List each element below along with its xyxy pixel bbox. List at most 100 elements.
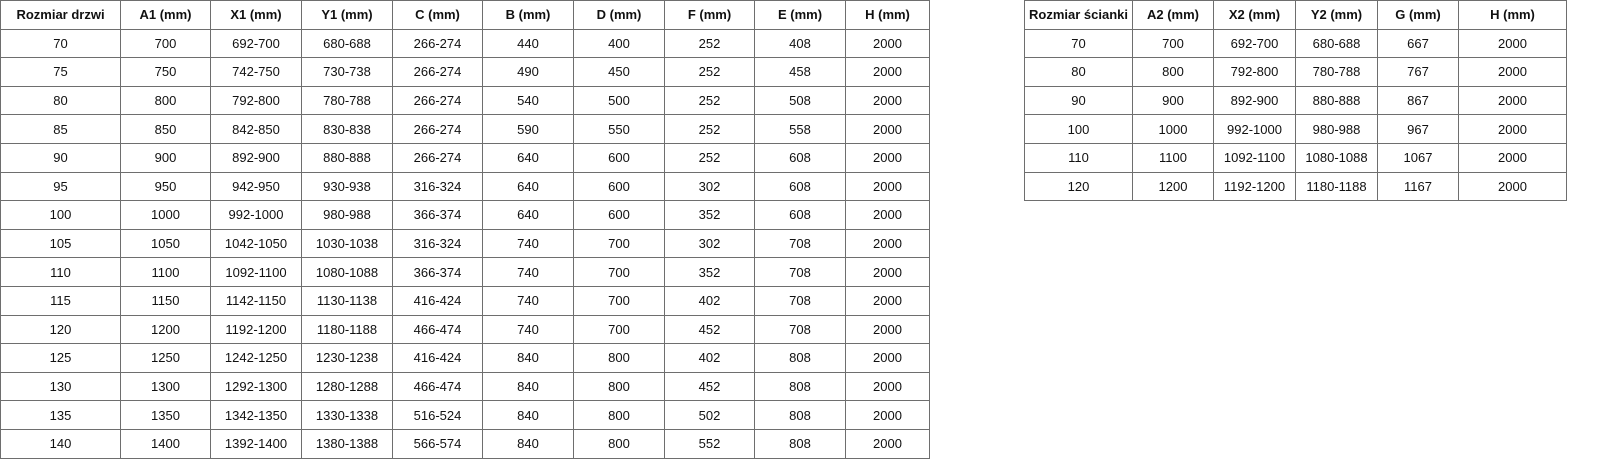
- table-cell: 692-700: [210, 28, 302, 59]
- table-cell: 1150: [120, 285, 211, 316]
- table-cell: 740: [482, 257, 574, 287]
- table-cell: 840: [482, 400, 574, 430]
- table-row: 100 1000 992-1000 980-988 967 2000: [1024, 114, 1567, 144]
- table-cell: 740: [482, 228, 574, 259]
- table-cell: 608: [754, 171, 846, 202]
- table-cell: 2000: [845, 200, 930, 230]
- table-cell: 1192-1200: [1213, 171, 1296, 202]
- table-cell: 402: [664, 343, 755, 373]
- wall-dimensions-table: Rozmiar ścianki A2 (mm) X2 (mm) Y2 (mm) G (m…: [1024, 0, 1567, 202]
- table-cell: 708: [754, 314, 846, 345]
- table-cell: 266-274: [392, 28, 483, 59]
- table-cell: 252: [664, 28, 755, 59]
- table-cell: 708: [754, 257, 846, 287]
- table-cell: 892-900: [210, 142, 302, 173]
- table-cell: 708: [754, 285, 846, 316]
- table-cell: 742-750: [210, 57, 302, 87]
- table-cell: 700: [573, 285, 665, 316]
- table-cell: 692-700: [1213, 28, 1296, 59]
- table-cell: 85: [0, 114, 121, 144]
- table-cell: 900: [120, 142, 211, 173]
- table-cell: 1350: [120, 400, 211, 430]
- table-cell: 2000: [1458, 28, 1567, 59]
- table-cell: 1000: [1132, 114, 1214, 144]
- table-header-row: Rozmiar ścianki A2 (mm) X2 (mm) Y2 (mm) G (m…: [1024, 0, 1567, 30]
- table-cell: 402: [664, 285, 755, 316]
- table-cell: 70: [0, 28, 121, 59]
- table-cell: 880-888: [301, 142, 393, 173]
- table-cell: 1167: [1377, 171, 1459, 202]
- table-cell: 95: [0, 171, 121, 202]
- table-cell: 830-838: [301, 114, 393, 144]
- table-cell: 452: [664, 314, 755, 345]
- table-cell: 2000: [1458, 57, 1567, 87]
- table-cell: 992-1000: [1213, 114, 1296, 144]
- table-cell: 808: [754, 371, 846, 402]
- table-row: 125 1250 1242-1250 1230-1238 416-424 840 800 40…: [0, 343, 930, 373]
- column-header: H (mm): [845, 0, 930, 30]
- table-cell: 1067: [1377, 142, 1459, 173]
- table-cell: 1142-1150: [210, 285, 302, 316]
- table-cell: 930-938: [301, 171, 393, 202]
- table-cell: 1230-1238: [301, 343, 393, 373]
- table-cell: 1192-1200: [210, 314, 302, 345]
- table-cell: 840: [482, 428, 574, 459]
- column-header: X1 (mm): [210, 0, 302, 30]
- table-cell: 252: [664, 142, 755, 173]
- table-cell: 80: [1024, 57, 1133, 87]
- table-cell: 140: [0, 428, 121, 459]
- table-row: 140 1400 1392-1400 1380-1388 566-574 840 800 55…: [0, 428, 930, 459]
- table-cell: 2000: [845, 57, 930, 87]
- table-cell: 2000: [1458, 85, 1567, 116]
- table-cell: 2000: [845, 114, 930, 144]
- table-cell: 700: [120, 28, 211, 59]
- table-cell: 700: [573, 257, 665, 287]
- table-cell: 980-988: [301, 200, 393, 230]
- table-cell: 2000: [1458, 114, 1567, 144]
- table-cell: 792-800: [1213, 57, 1296, 87]
- table-cell: 1050: [120, 228, 211, 259]
- table-cell: 316-324: [392, 228, 483, 259]
- table-cell: 800: [573, 400, 665, 430]
- table-cell: 558: [754, 114, 846, 144]
- table-cell: 640: [482, 171, 574, 202]
- table-cell: 2000: [845, 85, 930, 116]
- table-cell: 2000: [845, 171, 930, 202]
- table-cell: 1180-1188: [301, 314, 393, 345]
- table-cell: 2000: [845, 314, 930, 345]
- table-row: 85 850 842-850 830-838 266-274 590 550 252 558 20…: [0, 114, 930, 144]
- table-cell: 110: [1024, 142, 1133, 173]
- table-cell: 2000: [845, 371, 930, 402]
- table-row: 100 1000 992-1000 980-988 366-374 640 600 352 60…: [0, 200, 930, 230]
- table-cell: 2000: [845, 400, 930, 430]
- table-cell: 352: [664, 200, 755, 230]
- table-cell: 1250: [120, 343, 211, 373]
- table-cell: 708: [754, 228, 846, 259]
- table-cell: 316-324: [392, 171, 483, 202]
- table-row: 75 750 742-750 730-738 266-274 490 450 252 458 20…: [0, 57, 930, 87]
- table-cell: 2000: [845, 285, 930, 316]
- table-cell: 75: [0, 57, 121, 87]
- table-cell: 800: [120, 85, 211, 116]
- table-cell: 550: [573, 114, 665, 144]
- table-cell: 466-474: [392, 314, 483, 345]
- table-cell: 808: [754, 428, 846, 459]
- table-cell: 458: [754, 57, 846, 87]
- table-cell: 400: [573, 28, 665, 59]
- table-cell: 880-888: [1295, 85, 1378, 116]
- table-cell: 266-274: [392, 57, 483, 87]
- table-cell: 680-688: [301, 28, 393, 59]
- table-row: 90 900 892-900 880-888 867 2000: [1024, 85, 1567, 116]
- column-header: Rozmiar drzwi: [0, 0, 121, 30]
- table-cell: 2000: [1458, 171, 1567, 202]
- table-cell: 680-688: [1295, 28, 1378, 59]
- table-cell: 135: [0, 400, 121, 430]
- table-cell: 792-800: [210, 85, 302, 116]
- table-cell: 90: [0, 142, 121, 173]
- table-cell: 125: [0, 343, 121, 373]
- table-cell: 516-524: [392, 400, 483, 430]
- table-cell: 2000: [845, 142, 930, 173]
- table-cell: 130: [0, 371, 121, 402]
- table-cell: 600: [573, 171, 665, 202]
- table-cell: 1042-1050: [210, 228, 302, 259]
